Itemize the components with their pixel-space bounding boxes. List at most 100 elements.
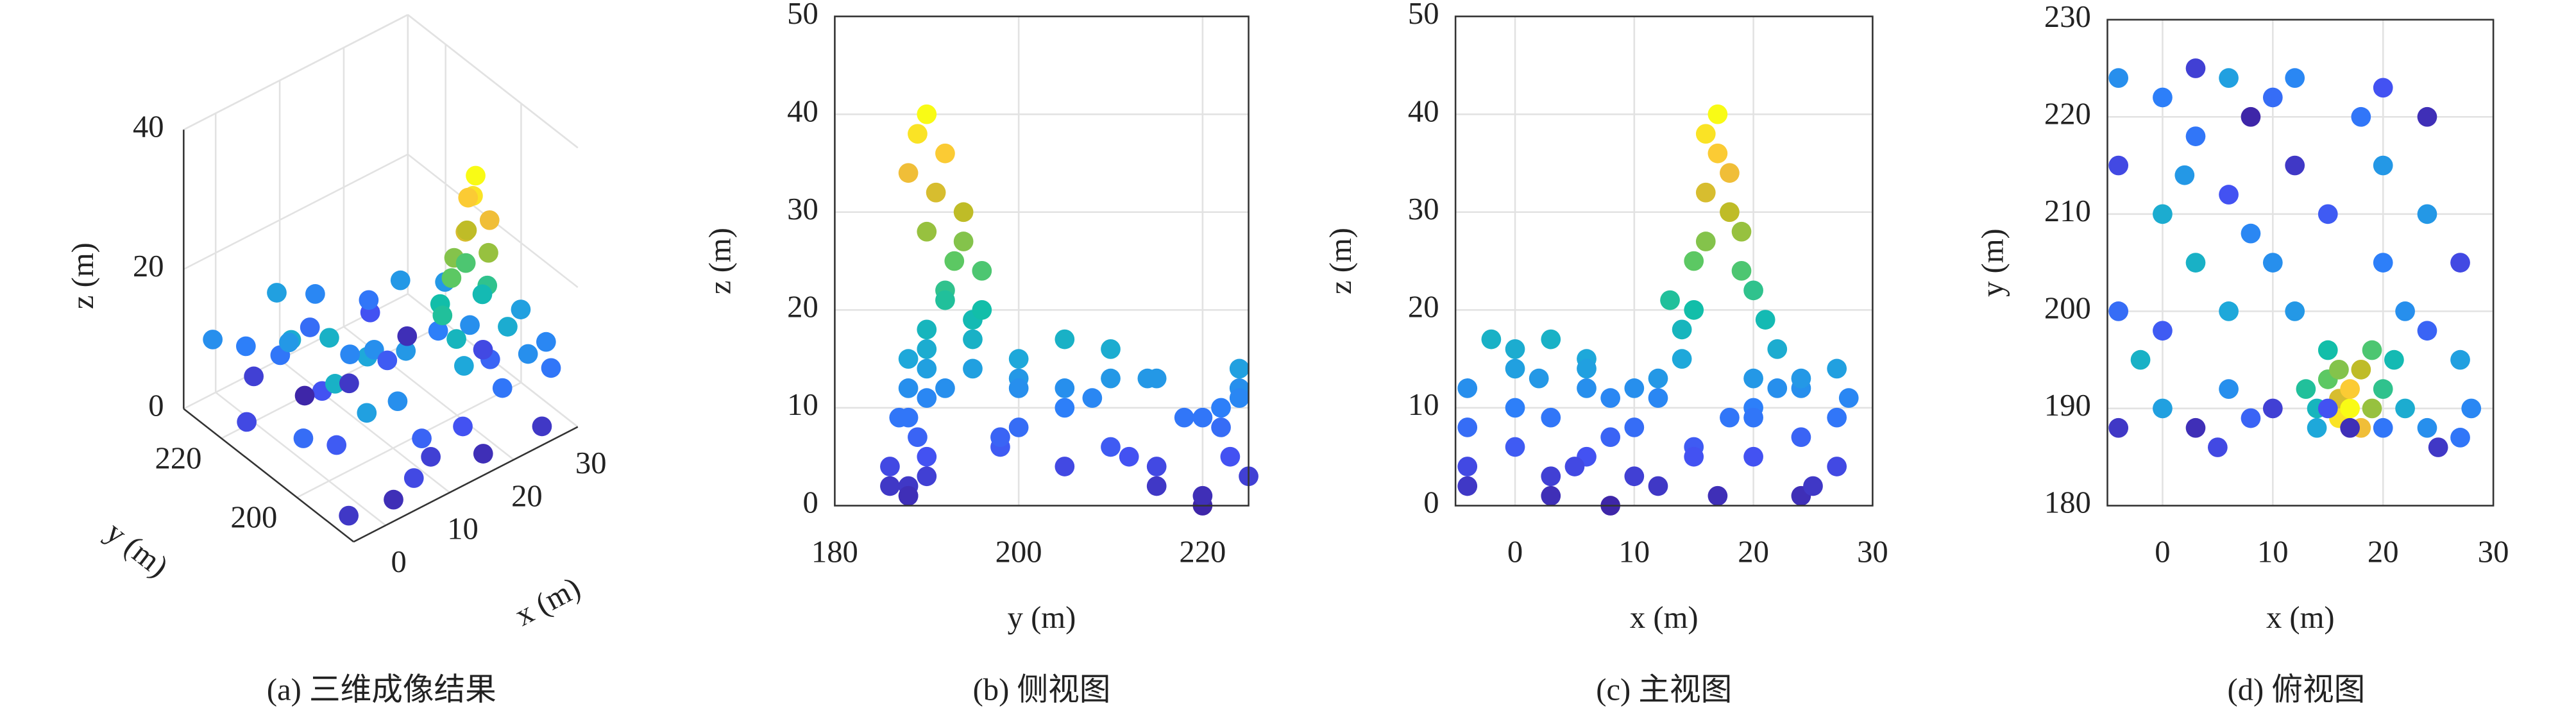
point: [453, 356, 474, 376]
point: [1541, 407, 1561, 428]
point: [1541, 466, 1561, 487]
point: [1457, 378, 1478, 398]
point: [377, 350, 398, 371]
point: [2362, 398, 2382, 419]
point: [2307, 417, 2327, 438]
y-tick-label: 210: [2044, 194, 2091, 228]
point: [2262, 253, 2283, 273]
point: [1055, 398, 1075, 418]
point: [397, 326, 418, 346]
point: [2362, 340, 2382, 360]
point: [479, 210, 500, 230]
point: [2351, 359, 2371, 380]
point: [2219, 68, 2239, 88]
point: [944, 251, 965, 271]
point: [935, 290, 955, 310]
point: [917, 358, 937, 379]
grid-line: [279, 358, 450, 494]
point: [2219, 379, 2239, 399]
point: [1211, 398, 1231, 418]
point: [2153, 321, 2173, 341]
y-axis-label: y (m): [99, 514, 174, 584]
point: [917, 221, 937, 242]
point: [2428, 437, 2448, 457]
point: [2461, 398, 2482, 419]
y-tick-label: 10: [787, 387, 818, 422]
x-tick-label: 30: [1857, 534, 1888, 569]
point: [898, 378, 919, 398]
point: [2153, 204, 2173, 224]
point: [2241, 106, 2261, 127]
point: [2296, 379, 2316, 399]
point: [339, 373, 359, 394]
point: [2417, 204, 2437, 224]
y-tick-label: 0: [1423, 485, 1439, 520]
x-axis: [353, 426, 579, 543]
grid-line: [296, 382, 522, 498]
point: [972, 260, 992, 281]
point: [1481, 329, 1502, 349]
grid-line: [183, 153, 409, 270]
point: [917, 319, 937, 340]
point: [917, 104, 937, 124]
point: [339, 505, 359, 526]
point: [898, 407, 919, 428]
point: [1146, 368, 1167, 389]
y-tick-label: 30: [787, 192, 818, 226]
point: [1660, 290, 1680, 310]
point: [1827, 457, 1847, 476]
x-tick-label: 30: [2478, 534, 2509, 569]
point: [1648, 476, 1668, 496]
point: [972, 299, 992, 320]
point: [2417, 106, 2437, 127]
point: [2318, 204, 2338, 224]
y-tick-label: 0: [803, 485, 818, 520]
point: [1101, 437, 1121, 457]
point: [2108, 68, 2129, 88]
point: [1695, 232, 1716, 251]
point: [1008, 349, 1029, 369]
point: [880, 457, 900, 476]
point: [1229, 388, 1250, 408]
point: [2351, 106, 2371, 127]
caption: (d) 俯视图: [2228, 673, 2366, 707]
x-tick-label: 0: [391, 544, 407, 579]
point: [2373, 253, 2393, 273]
point: [990, 427, 1010, 448]
point: [2384, 349, 2404, 370]
point: [1720, 163, 1740, 183]
point: [2417, 321, 2437, 341]
point: [364, 339, 384, 360]
point: [1055, 329, 1075, 349]
point: [908, 124, 928, 144]
point: [2285, 155, 2305, 176]
point: [1743, 446, 1763, 467]
point: [2318, 340, 2338, 360]
point: [2373, 78, 2393, 98]
point: [1684, 299, 1704, 320]
point: [387, 391, 408, 412]
point: [1743, 407, 1763, 428]
point: [2153, 398, 2173, 419]
point: [1008, 417, 1029, 437]
point: [1731, 221, 1752, 242]
point: [908, 427, 928, 448]
point: [536, 332, 556, 352]
point: [1684, 251, 1704, 271]
point: [1457, 417, 1478, 437]
point: [1707, 485, 1728, 506]
point: [518, 344, 538, 364]
x-tick-label: 20: [511, 478, 543, 513]
point: [1767, 339, 1788, 359]
point: [2450, 428, 2470, 448]
point: [305, 284, 325, 304]
point: [1146, 457, 1167, 476]
point: [2262, 87, 2283, 108]
point: [935, 143, 955, 164]
z-tick-label: 0: [148, 389, 164, 423]
point: [1192, 485, 1213, 506]
point: [1101, 339, 1121, 359]
point: [917, 339, 937, 359]
point: [412, 428, 432, 449]
point: [2130, 349, 2151, 370]
